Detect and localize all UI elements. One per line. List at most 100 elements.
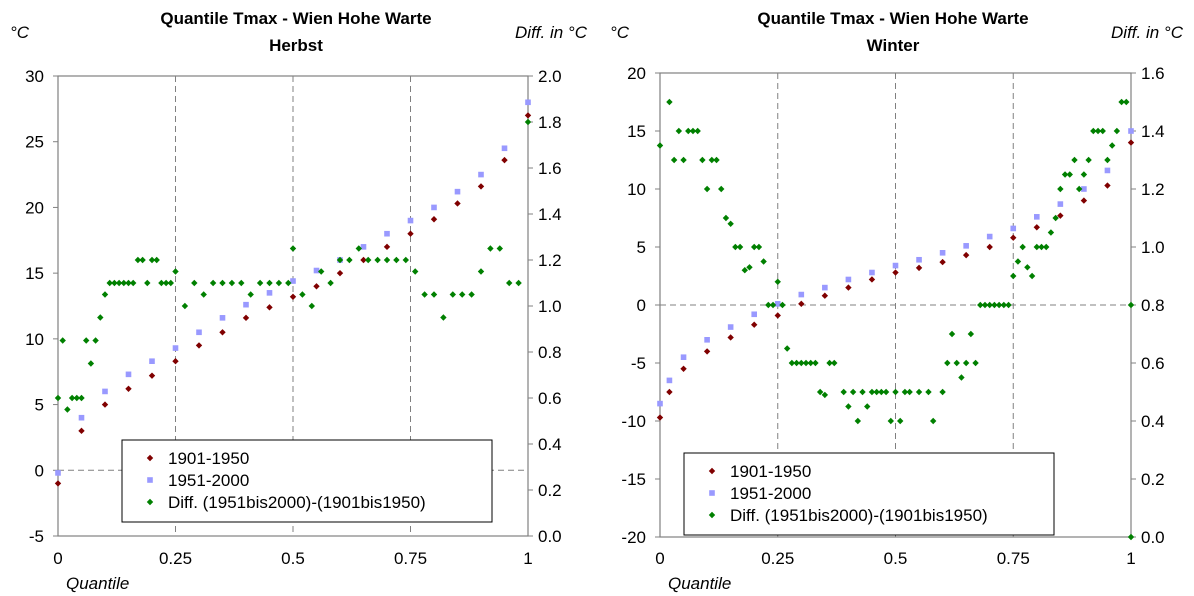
y-tick-label-left: 10 — [25, 330, 44, 349]
data-point — [741, 267, 748, 274]
data-point — [1010, 234, 1017, 241]
y-tick-label-right: 1.8 — [538, 113, 562, 132]
data-point — [130, 279, 137, 287]
y-tick-label-left: 20 — [627, 64, 646, 83]
data-point — [906, 388, 913, 396]
data-point — [346, 256, 353, 264]
series-3 — [656, 98, 1135, 541]
data-point — [162, 279, 170, 287]
y-tick-label-left: 25 — [25, 133, 44, 152]
chart-title: Quantile Tmax - Wien Hohe Warte — [160, 9, 431, 28]
data-point — [774, 278, 781, 285]
data-point — [256, 279, 264, 287]
data-point — [760, 258, 767, 265]
data-point — [313, 283, 320, 290]
data-point — [694, 127, 701, 135]
data-point — [360, 256, 367, 264]
data-point — [111, 279, 118, 287]
data-point — [1052, 214, 1059, 222]
data-point — [181, 302, 189, 310]
data-point — [854, 417, 862, 425]
data-point — [963, 243, 969, 249]
data-point — [440, 314, 447, 321]
data-point — [477, 268, 485, 275]
data-point — [1127, 139, 1135, 146]
data-point — [219, 279, 226, 287]
data-point — [1038, 243, 1045, 251]
data-point — [412, 268, 419, 275]
x-tick-label: 1 — [1126, 549, 1135, 568]
y-tick-label-right: 1.4 — [538, 205, 562, 224]
x-tick-label: 0.75 — [997, 549, 1030, 568]
data-point — [783, 345, 791, 352]
data-point — [821, 391, 829, 399]
data-point — [384, 230, 390, 237]
data-point — [977, 301, 984, 309]
data-point — [736, 243, 744, 251]
data-point — [242, 314, 250, 322]
data-point — [831, 359, 838, 367]
data-point — [134, 256, 142, 264]
y-tick-label-left: -15 — [621, 470, 646, 489]
data-point — [675, 127, 683, 135]
data-point — [125, 371, 132, 378]
data-point — [125, 279, 132, 287]
data-point — [478, 171, 484, 178]
data-point — [144, 279, 151, 287]
legend: 1901-1950 1951-2000 Diff. (1951bis2000)-(1… — [121, 439, 493, 523]
data-point — [788, 359, 796, 367]
data-point — [172, 345, 179, 351]
data-point — [986, 233, 993, 240]
y-tick-label-right: 0.6 — [538, 389, 562, 408]
data-point — [54, 394, 62, 402]
data-point — [746, 264, 753, 271]
data-point — [243, 301, 249, 308]
x-tick-label: 0.25 — [761, 549, 794, 568]
data-point — [102, 388, 108, 395]
data-point — [360, 244, 367, 250]
data-point — [120, 279, 127, 287]
data-point — [101, 291, 109, 298]
data-point — [1104, 167, 1111, 174]
data-point — [1034, 214, 1040, 220]
data-point — [266, 290, 273, 296]
y-tick-label-right: 0.4 — [538, 435, 562, 454]
data-point — [868, 388, 876, 396]
data-point — [680, 156, 687, 164]
series-1 — [54, 112, 532, 487]
y-tick-label-left: -20 — [621, 528, 646, 547]
data-point — [1080, 197, 1088, 204]
data-point — [68, 394, 76, 402]
data-point — [939, 258, 946, 266]
y-tick-label-right: 0.8 — [538, 343, 562, 362]
data-point — [299, 291, 306, 298]
data-point — [774, 312, 781, 319]
data-point — [864, 403, 871, 410]
data-point — [515, 279, 522, 287]
data-point — [727, 324, 734, 330]
data-point — [106, 279, 113, 287]
data-point — [172, 268, 179, 275]
data-point — [944, 359, 951, 367]
data-point — [167, 279, 174, 287]
data-point — [887, 417, 894, 425]
data-point — [431, 204, 437, 211]
data-point — [318, 268, 325, 275]
y-tick-label-right: 1.0 — [538, 297, 562, 316]
data-point — [430, 291, 438, 298]
data-point — [83, 337, 90, 344]
data-point — [986, 243, 993, 251]
data-point — [845, 403, 852, 410]
y-tick-label-right: 1.2 — [538, 251, 562, 270]
data-point — [501, 145, 508, 152]
data-point — [901, 388, 909, 396]
data-point — [878, 388, 885, 396]
data-point — [524, 112, 532, 119]
data-point — [407, 217, 414, 224]
data-point — [115, 279, 123, 287]
y-axis-right-label: Diff. in °C — [1111, 23, 1184, 42]
x-tick-label: 0.25 — [159, 549, 192, 568]
legend-entry: 1951-2000 — [730, 484, 811, 503]
data-point — [774, 301, 781, 307]
data-point — [859, 388, 866, 396]
